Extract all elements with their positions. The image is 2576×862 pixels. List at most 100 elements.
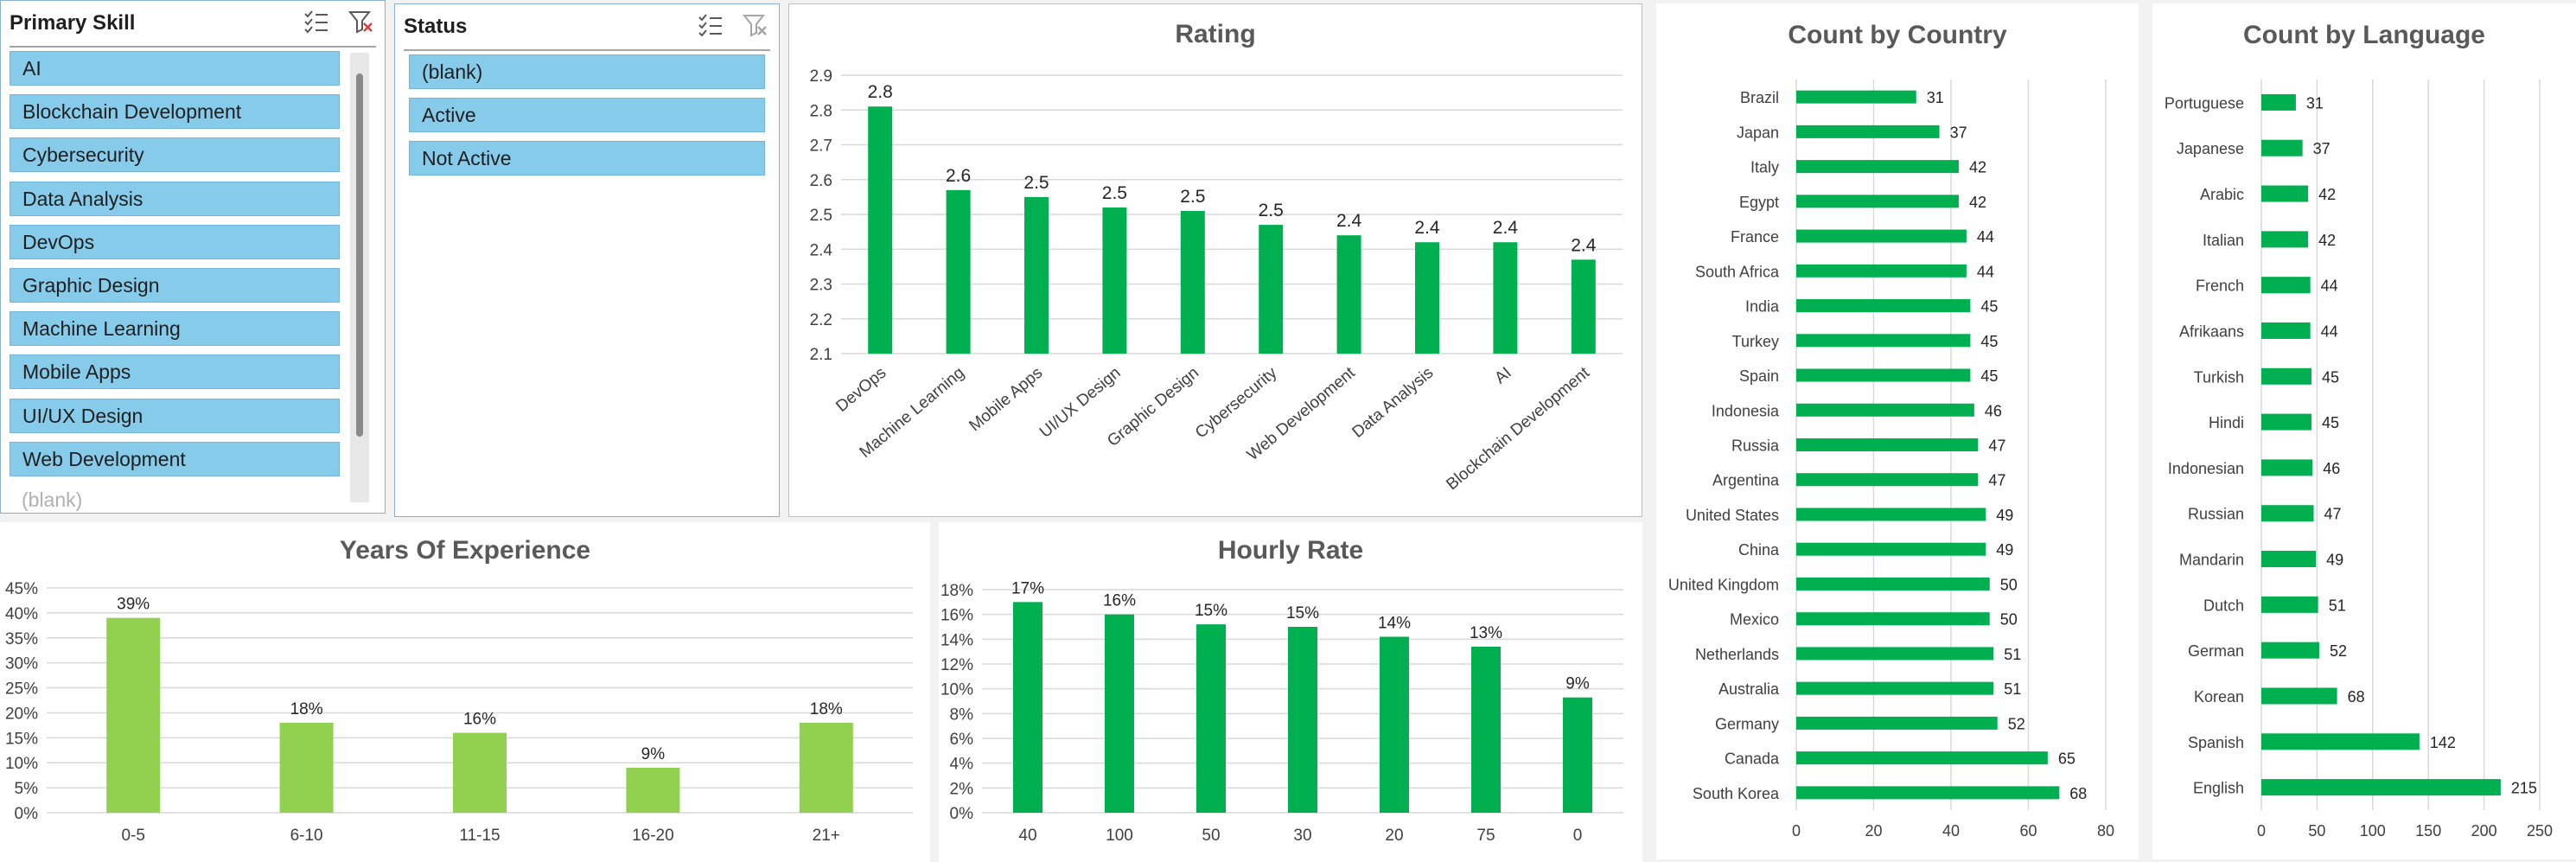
language-chart[interactable]: Count by Language 0 50 100 150 200 250 31 Portu… [2152, 3, 2576, 859]
bar[interactable] [2261, 277, 2311, 294]
slicer-item[interactable]: Machine Learning [10, 311, 340, 347]
slicer-title: Primary Skill [10, 11, 136, 35]
slicer-item[interactable]: AI [10, 51, 340, 86]
bar[interactable] [1013, 602, 1043, 813]
bar[interactable] [2261, 642, 2319, 659]
rating-chart[interactable]: Rating 2.1 2.2 2.3 2.4 2.5 2.6 2.7 2.8 2.9 2.8 Dev… [788, 3, 1642, 517]
bar[interactable] [1380, 636, 1409, 813]
data-label: 37 [2313, 140, 2331, 157]
hourly-rate-chart[interactable]: Hourly Rate 0% 2% 4% 6% 8% 10% 12% 14% 16% 18% 17%… [939, 522, 1642, 862]
clear-filter-icon[interactable] [743, 13, 768, 37]
bar[interactable] [2261, 231, 2309, 248]
bar[interactable] [1796, 612, 1990, 626]
bar[interactable] [2261, 596, 2318, 613]
slicer-item[interactable]: Blockchain Development [10, 94, 340, 130]
bar[interactable] [2261, 367, 2311, 385]
bar[interactable] [1336, 235, 1361, 354]
bar[interactable] [1288, 627, 1317, 813]
bar[interactable] [868, 106, 893, 354]
bar[interactable] [1796, 473, 1979, 487]
bar[interactable] [2261, 551, 2317, 568]
slicer-item[interactable]: Cybersecurity [10, 137, 340, 173]
slicer-divider [10, 46, 376, 48]
slicer-item[interactable]: DevOps [10, 224, 340, 259]
bar[interactable] [946, 189, 971, 354]
slicer-item[interactable]: Mobile Apps [10, 354, 340, 390]
bar[interactable] [1796, 334, 1971, 348]
bar[interactable] [106, 617, 161, 813]
bar[interactable] [799, 723, 853, 813]
primary-skill-slicer: Primary Skill AI Blockchain Development Cy… [0, 0, 386, 514]
bar[interactable] [2261, 185, 2309, 202]
bar[interactable] [1796, 438, 1979, 451]
data-label: 2.5 [1180, 187, 1205, 207]
country-chart[interactable]: Count by Country 0 20 40 60 80 31 Brazil 37 Japa… [1656, 3, 2139, 859]
bar[interactable] [453, 732, 507, 813]
multi-select-icon[interactable] [303, 10, 329, 34]
data-label: 2.5 [1102, 183, 1127, 203]
slicer-item[interactable]: Active [409, 98, 765, 132]
slicer-scrollbar-thumb[interactable] [356, 73, 363, 437]
bar[interactable] [1180, 210, 1205, 354]
x-tick-label: Blockchain Development [1443, 363, 1593, 494]
data-label: 51 [2329, 597, 2346, 614]
slicer-scrollbar[interactable] [350, 53, 369, 502]
data-label: 2.4 [1571, 235, 1597, 255]
data-label: 47 [1988, 437, 2005, 455]
bar[interactable] [1259, 225, 1284, 354]
bar[interactable] [2261, 733, 2420, 750]
data-label: 9% [641, 745, 666, 763]
bar[interactable] [626, 768, 680, 813]
bar[interactable] [279, 723, 334, 813]
multi-select-icon[interactable] [698, 13, 724, 37]
bar[interactable] [2261, 139, 2303, 156]
bar[interactable] [1415, 242, 1439, 354]
bar[interactable] [1105, 614, 1134, 813]
bar[interactable] [2261, 413, 2311, 431]
bar[interactable] [1796, 647, 1994, 661]
bar[interactable] [1796, 368, 1971, 382]
slicer-header: Primary Skill [1, 1, 385, 46]
bar[interactable] [1796, 681, 1994, 695]
bar[interactable] [2261, 322, 2311, 339]
bar[interactable] [2261, 505, 2314, 522]
years-experience-chart[interactable]: Years Of Experience 0% 5% 10% 15% 20% 25% 30% 3… [0, 522, 930, 862]
bar[interactable] [1796, 542, 1986, 556]
bar[interactable] [1471, 646, 1501, 813]
slicer-item[interactable]: Data Analysis [10, 181, 340, 216]
bar[interactable] [1796, 125, 1940, 138]
bar[interactable] [1796, 577, 1990, 591]
slicer-item[interactable]: (blank) [409, 54, 765, 89]
slicer-item[interactable]: Not Active [409, 141, 765, 176]
bar[interactable] [1796, 403, 1974, 417]
bar[interactable] [1102, 207, 1127, 354]
slicer-item[interactable]: Web Development [10, 441, 340, 476]
slicer-item[interactable]: Graphic Design [10, 268, 340, 303]
data-label: 46 [2323, 460, 2340, 477]
bar[interactable] [2261, 459, 2313, 476]
x-tick-label: 75 [1476, 827, 1495, 845]
bar[interactable] [1796, 786, 2060, 800]
bar[interactable] [1024, 196, 1049, 354]
data-label: 68 [2069, 785, 2087, 802]
bar[interactable] [1796, 229, 1967, 243]
bar[interactable] [2261, 93, 2296, 111]
bar[interactable] [1493, 242, 1518, 354]
bar[interactable] [1796, 299, 1971, 313]
bar[interactable] [1796, 160, 1959, 174]
bar[interactable] [2261, 687, 2337, 705]
bar[interactable] [1571, 259, 1596, 354]
bar[interactable] [1196, 624, 1226, 813]
clear-filter-icon[interactable] [348, 10, 374, 34]
bar[interactable] [1563, 697, 1592, 813]
slicer-item-partial[interactable]: (blank) [22, 488, 83, 511]
bar[interactable] [1796, 264, 1967, 278]
bar[interactable] [2261, 779, 2501, 796]
bar[interactable] [1796, 195, 1959, 208]
bar[interactable] [1796, 716, 1998, 730]
bar[interactable] [1796, 90, 1916, 104]
bar[interactable] [1796, 508, 1986, 521]
x-tick-label: 20 [1865, 822, 1882, 840]
bar[interactable] [1796, 751, 2048, 765]
slicer-item[interactable]: UI/UX Design [10, 398, 340, 433]
